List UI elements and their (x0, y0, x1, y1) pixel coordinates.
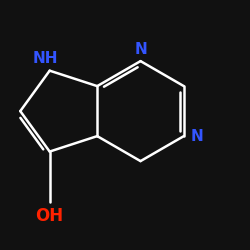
Text: OH: OH (36, 207, 64, 225)
Text: N: N (190, 128, 203, 144)
Text: N: N (134, 42, 147, 57)
Text: NH: NH (32, 51, 58, 66)
